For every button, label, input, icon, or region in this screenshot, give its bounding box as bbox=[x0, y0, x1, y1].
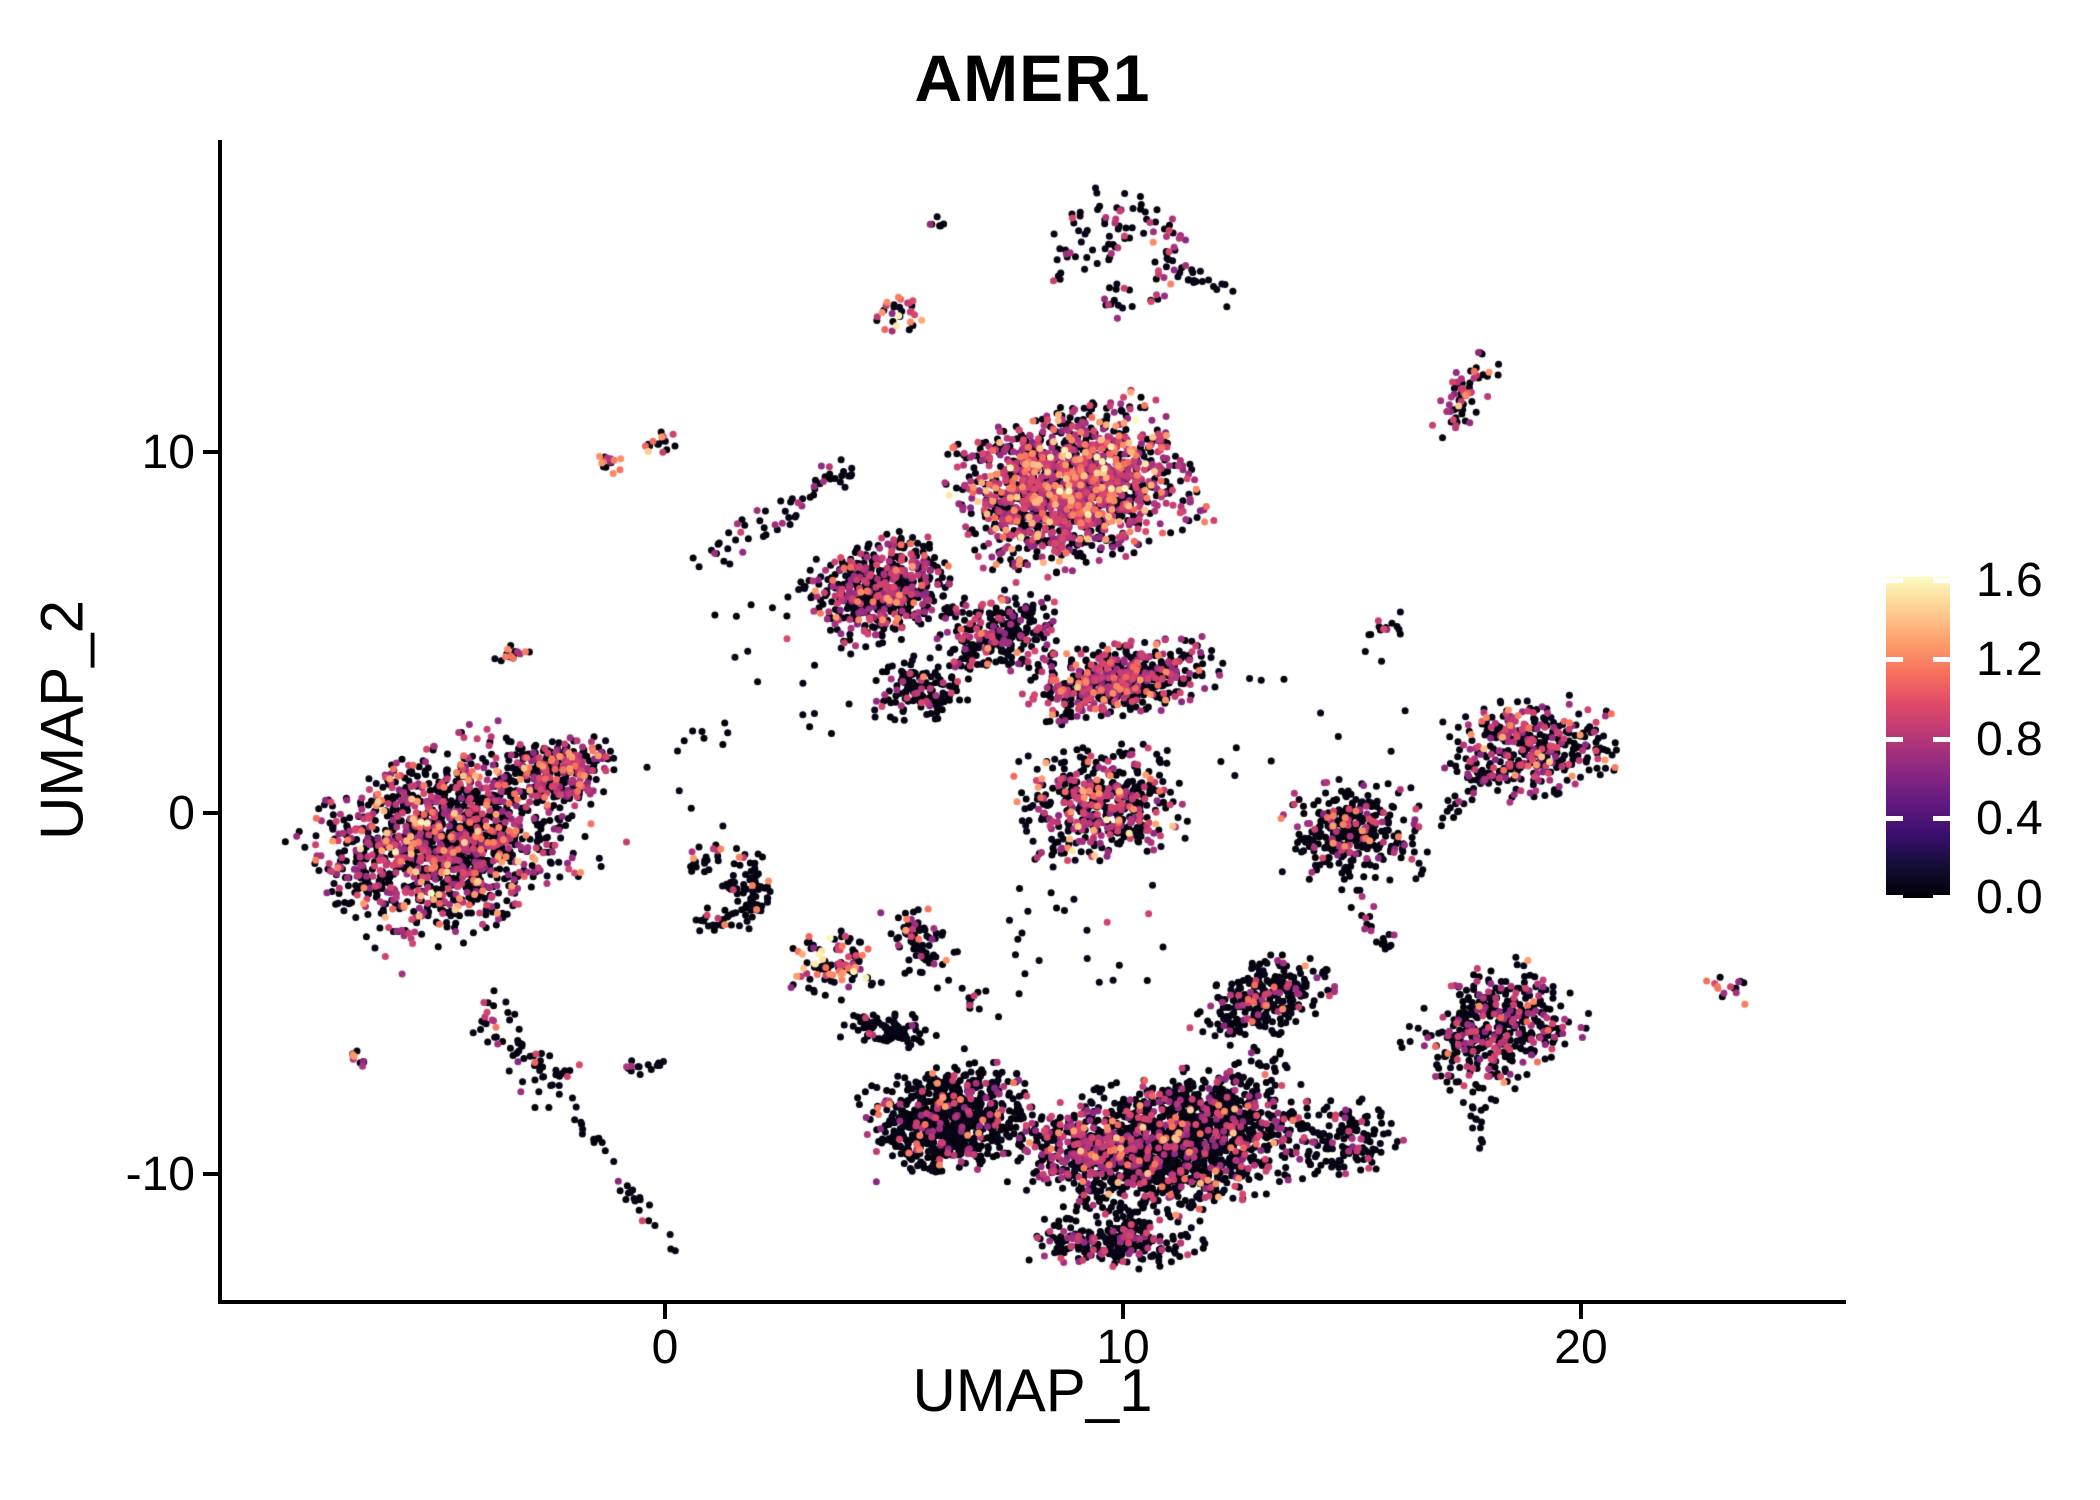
colorbar bbox=[1886, 577, 1950, 900]
y-axis-line bbox=[218, 140, 222, 1304]
x-axis-line bbox=[218, 1300, 1846, 1304]
x-tick-mark bbox=[663, 1304, 667, 1319]
y-tick-mark bbox=[203, 811, 218, 815]
colorbar-tick-mark bbox=[1886, 657, 1903, 663]
x-tick-label: 10 bbox=[1096, 1321, 1150, 1374]
colorbar-tick-mark bbox=[1933, 736, 1950, 742]
colorbar-tick-label: 0.8 bbox=[1976, 712, 2043, 766]
x-axis-title: UMAP_1 bbox=[912, 1357, 1153, 1424]
colorbar-tick-mark bbox=[1886, 815, 1903, 821]
colorbar-tick-mark bbox=[1933, 657, 1950, 663]
colorbar-tick-label: 1.2 bbox=[1976, 633, 2043, 687]
y-tick-label: 0 bbox=[168, 787, 195, 840]
plot-title: AMER1 bbox=[914, 41, 1151, 115]
y-axis-title: UMAP_2 bbox=[28, 599, 96, 841]
y-tick-mark bbox=[203, 1172, 218, 1176]
colorbar-tick-label: 1.6 bbox=[1976, 554, 2043, 607]
x-tick-label: 20 bbox=[1554, 1321, 1608, 1374]
y-tick-label: 10 bbox=[141, 426, 195, 479]
colorbar-tick-mark bbox=[1933, 895, 1950, 900]
colorbar-tick-label: 0.0 bbox=[1976, 871, 2043, 924]
colorbar-tick-mark bbox=[1886, 578, 1903, 583]
colorbar-tick-mark bbox=[1886, 736, 1903, 742]
y-tick-mark bbox=[203, 450, 218, 454]
colorbar-tick-mark bbox=[1886, 895, 1903, 900]
colorbar-tick-label: 0.4 bbox=[1976, 791, 2043, 845]
x-tick-label: 0 bbox=[651, 1321, 679, 1374]
x-tick-mark bbox=[1121, 1304, 1125, 1319]
colorbar-tick-mark bbox=[1933, 578, 1950, 583]
x-tick-mark bbox=[1579, 1304, 1583, 1319]
y-tick-label: -10 bbox=[125, 1148, 195, 1201]
colorbar-tick-mark bbox=[1933, 815, 1950, 821]
